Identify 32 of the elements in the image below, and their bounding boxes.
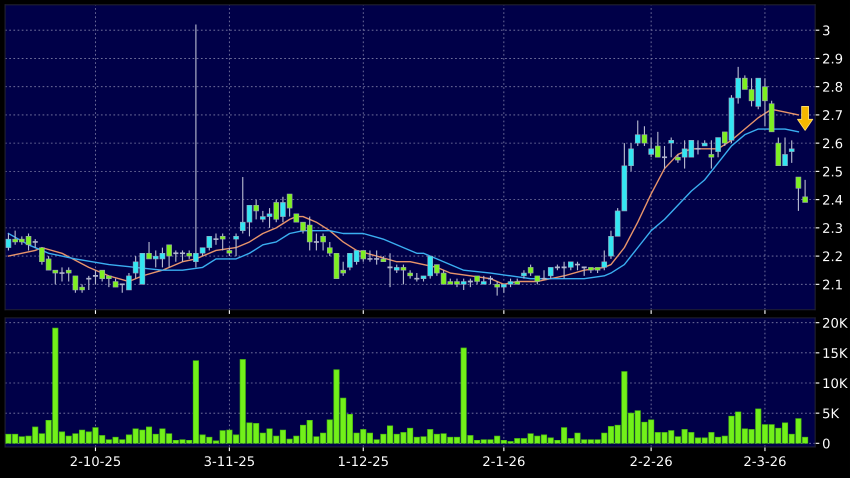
y-tick-label: 10K <box>824 378 848 388</box>
y-tick-label: 5K <box>823 408 840 418</box>
x-tick-label: 1-12-25 <box>338 456 388 466</box>
x-tick-label: 2-10-25 <box>70 456 120 466</box>
candlestick <box>58 266 66 282</box>
y-tick-label: 3 <box>823 25 830 36</box>
candlestick <box>233 232 239 257</box>
y-tick-label: 2.5 <box>823 166 842 177</box>
candlestick <box>118 283 126 294</box>
y-tick-label: 2.1 <box>823 280 842 290</box>
y-tick-label: 2.8 <box>823 82 842 92</box>
y-tick-label: 2.7 <box>823 110 842 120</box>
y-tick-label: 2.6 <box>823 138 842 148</box>
candlestick <box>796 176 802 212</box>
candlestick <box>788 140 795 164</box>
y-tick-label: 2.4 <box>823 194 842 205</box>
y-tick-label: 2.3 <box>823 223 842 234</box>
candlestick <box>32 238 39 248</box>
candlestick <box>802 179 808 203</box>
candlestick <box>313 232 320 251</box>
candlestick <box>668 136 674 158</box>
candlestick <box>85 275 92 291</box>
y-tick-label: 2.9 <box>823 54 842 64</box>
y-tick-label: 20K <box>823 318 848 328</box>
y-tick-label: 0 <box>822 438 830 449</box>
y-tick-label: 2.2 <box>823 251 842 262</box>
x-tick-label: 2-1-26 <box>483 456 525 466</box>
x-tick-label: 2-3-26 <box>744 456 786 466</box>
x-tick-label: 3-11-25 <box>204 456 254 466</box>
y-tick-label: 15K <box>824 348 848 358</box>
candlestick <box>708 140 714 170</box>
x-tick-label: 2-2-26 <box>630 456 672 466</box>
